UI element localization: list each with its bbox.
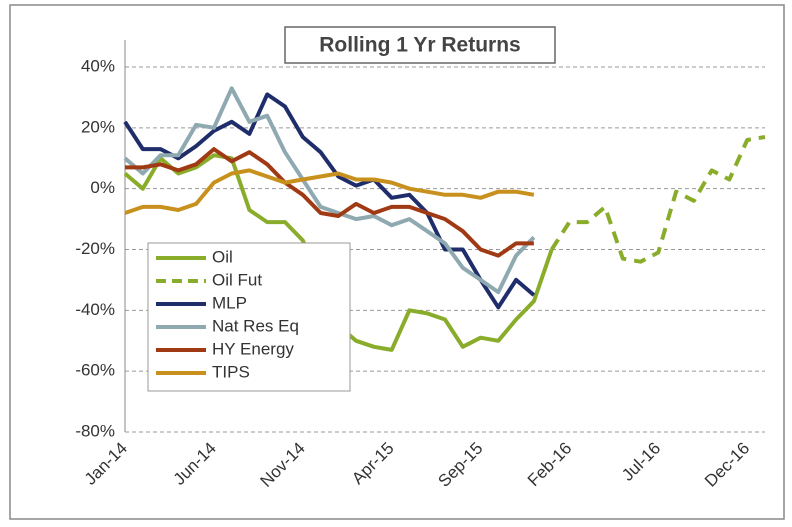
legend-label: Oil (212, 247, 233, 266)
legend: Oil Oil Fut MLP Nat Res Eq HY Energy TIPS (147, 242, 351, 392)
legend-label: HY Energy (212, 339, 294, 358)
chart-border (9, 4, 785, 520)
legend-label: TIPS (212, 362, 250, 381)
series-line (124, 168, 535, 215)
y-tick-label: -80% (75, 421, 115, 440)
y-tick-label: -20% (75, 239, 115, 258)
series-line (550, 135, 766, 264)
y-tick-label: 20% (81, 117, 115, 136)
legend-label: Oil Fut (212, 270, 262, 289)
y-tick-label: -60% (75, 361, 115, 380)
title-box (284, 26, 556, 64)
chart-title: Rolling 1 Yr Returns (319, 34, 520, 57)
series-line (123, 92, 536, 310)
legend-label: Nat Res Eq (212, 316, 299, 335)
legend-label: MLP (212, 293, 247, 312)
series-line (125, 147, 534, 258)
y-tick-label: 0% (90, 178, 115, 197)
y-tick-label: -40% (75, 300, 115, 319)
series-line (123, 86, 536, 295)
legend-box (147, 242, 351, 392)
y-tick-label: 40% (81, 56, 115, 75)
